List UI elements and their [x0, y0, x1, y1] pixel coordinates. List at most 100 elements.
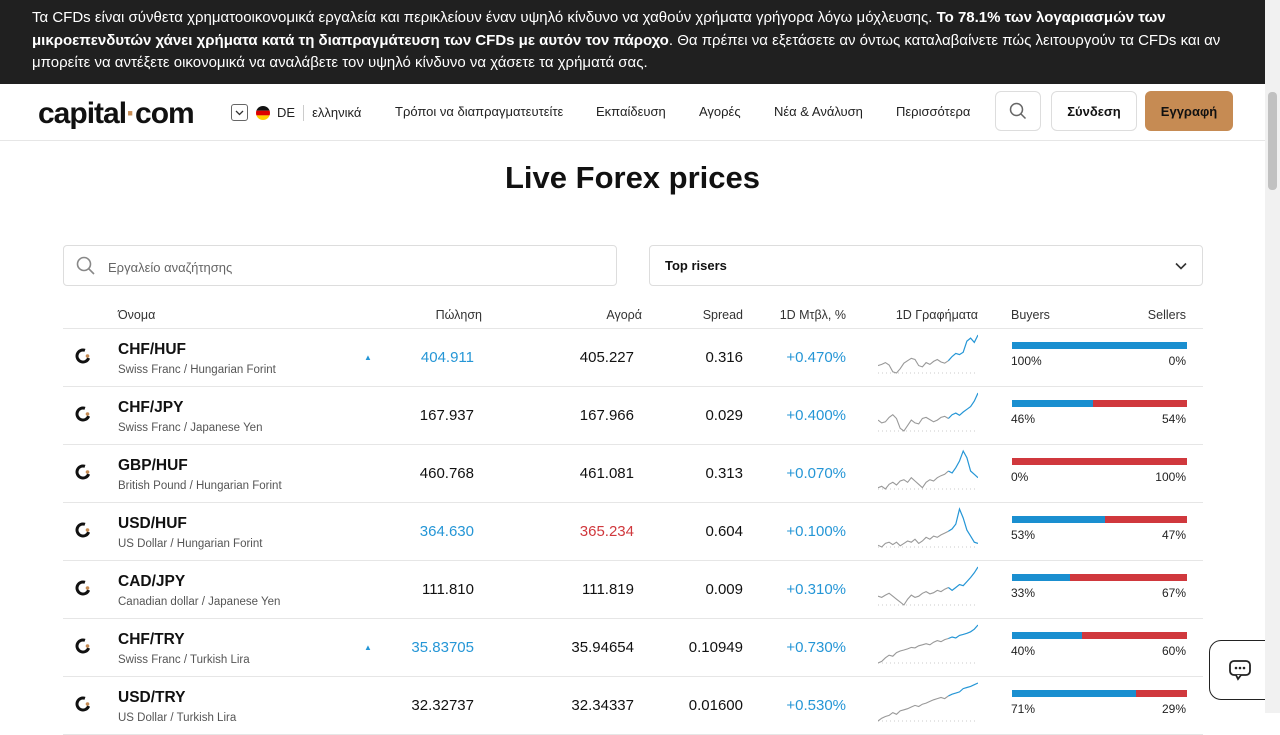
table-row[interactable]: CHF/JPY Swiss Franc / Japanese Yen 167.937… — [63, 386, 1203, 444]
spread-value: 0.316 — [705, 349, 743, 366]
chat-button[interactable] — [1209, 640, 1271, 700]
col-header-name[interactable]: Όνομα — [118, 308, 156, 322]
buy-price[interactable]: 32.34337 — [571, 697, 634, 714]
nav-trading-ways[interactable]: Τρόποι να διαπραγματευτείτε — [395, 104, 564, 119]
login-button[interactable]: Σύνδεση — [1051, 91, 1137, 131]
pair-symbol[interactable]: CHF/HUF — [118, 341, 187, 358]
sparkline-chart — [878, 566, 978, 606]
nav-news-analysis[interactable]: Νέα & Ανάλυση — [774, 104, 863, 119]
table-row[interactable]: USD/TRY US Dollar / Turkish Lira 32.32737 3… — [63, 676, 1203, 734]
filter-selected-value: Top risers — [665, 258, 727, 273]
pair-symbol[interactable]: USD/TRY — [118, 689, 186, 706]
pair-symbol[interactable]: CAD/JPY — [118, 573, 186, 590]
sell-price[interactable]: 32.32737 — [411, 697, 474, 714]
sentiment-bar — [1012, 458, 1187, 465]
daily-change: +0.530% — [786, 697, 846, 714]
buyers-percent: 0% — [1011, 470, 1029, 484]
col-header-sell[interactable]: Πώληση — [435, 308, 482, 322]
header-search-button[interactable] — [995, 91, 1041, 131]
capital-instrument-icon — [75, 348, 91, 364]
instrument-search[interactable] — [63, 245, 617, 286]
capital-instrument-icon — [75, 406, 91, 422]
search-icon — [76, 256, 95, 275]
capital-instrument-icon — [75, 522, 91, 538]
chevron-down-icon — [1175, 262, 1187, 270]
sparkline-history — [878, 637, 949, 664]
buy-price[interactable]: 167.966 — [579, 407, 634, 424]
row-divider — [63, 386, 1203, 387]
spread-value: 0.604 — [705, 523, 743, 540]
nav-markets[interactable]: Αγορές — [699, 104, 741, 119]
buy-price[interactable]: 461.081 — [579, 465, 634, 482]
table-row[interactable]: CHF/HUF Swiss Franc / Hungarian Forint ▲ 40… — [63, 328, 1203, 386]
sparkline-recent — [948, 566, 978, 592]
buyers-percent: 40% — [1011, 644, 1036, 658]
page-scrollbar[interactable] — [1265, 0, 1280, 713]
sellers-percent: 67% — [1161, 586, 1186, 600]
table-header-divider — [63, 328, 1203, 329]
buyers-percent: 53% — [1011, 528, 1036, 542]
col-header-change[interactable]: 1D Μτβλ, % — [779, 308, 846, 322]
daily-change: +0.310% — [786, 581, 846, 598]
page-title: Live Forex prices — [504, 160, 760, 195]
up-arrow-icon: ▲ — [364, 643, 372, 652]
buy-price[interactable]: 111.819 — [582, 581, 634, 598]
sellers-percent: 47% — [1161, 528, 1186, 542]
buy-price[interactable]: 365.234 — [579, 523, 634, 540]
daily-change: +0.400% — [786, 407, 846, 424]
pair-full-name: Canadian dollar / Japanese Yen — [118, 596, 281, 608]
row-divider — [63, 618, 1203, 619]
buyers-percent: 33% — [1011, 586, 1036, 600]
sparkline-recent — [948, 624, 978, 640]
table-row[interactable]: USD/HUF US Dollar / Hungarian Forint 364.6… — [63, 502, 1203, 560]
search-input[interactable] — [106, 255, 590, 279]
table-row[interactable]: CHF/TRY Swiss Franc / Turkish Lira ▲ 35.837… — [63, 618, 1203, 676]
capital-instrument-icon — [75, 696, 91, 712]
sparkline-history — [878, 695, 949, 722]
col-header-buy[interactable]: Αγορά — [606, 308, 642, 322]
chevron-down-icon — [231, 104, 248, 121]
sell-price[interactable]: 167.937 — [419, 407, 474, 424]
filter-dropdown[interactable]: Top risers — [649, 245, 1203, 286]
buyers-percent: 71% — [1011, 702, 1036, 716]
sparkline-chart — [878, 682, 978, 722]
sparkline-recent — [947, 334, 978, 362]
sellers-percent: 100% — [1155, 470, 1186, 484]
table-row[interactable]: GBP/HUF British Pound / Hungarian Forint 4… — [63, 444, 1203, 502]
sell-price[interactable]: 364.630 — [419, 523, 474, 540]
pair-full-name: Swiss Franc / Japanese Yen — [118, 422, 263, 434]
col-header-sellers: Sellers — [1147, 308, 1186, 322]
daily-change: +0.100% — [786, 523, 846, 540]
table-row[interactable]: CAD/JPY Canadian dollar / Japanese Yen 111… — [63, 560, 1203, 618]
language-selector[interactable]: DE ελληνικά — [231, 104, 361, 121]
sparkline-history — [878, 530, 949, 548]
pair-symbol[interactable]: USD/HUF — [118, 515, 187, 532]
buy-price[interactable]: 405.227 — [579, 349, 634, 366]
buy-price[interactable]: 35.94654 — [571, 639, 634, 656]
nav-more[interactable]: Περισσότερα — [896, 104, 971, 119]
buyers-fill — [1012, 632, 1082, 639]
buyers-fill — [1012, 574, 1070, 581]
sparkline-recent — [947, 392, 978, 419]
sell-price[interactable]: 35.83705 — [411, 639, 474, 656]
col-header-spread[interactable]: Spread — [702, 308, 743, 322]
spread-value: 0.10949 — [688, 639, 743, 656]
capital-logo[interactable]: capital·com — [38, 97, 195, 131]
sparkline-chart — [878, 334, 978, 374]
spread-value: 0.009 — [705, 581, 743, 598]
sell-price[interactable]: 111.810 — [422, 581, 474, 598]
nav-education[interactable]: Εκπαίδευση — [596, 104, 666, 119]
pair-symbol[interactable]: CHF/TRY — [118, 631, 185, 648]
logo-text-left: capital — [38, 97, 127, 130]
row-divider — [63, 502, 1203, 503]
spread-value: 0.01600 — [688, 697, 743, 714]
sparkline-chart — [878, 392, 978, 432]
scrollbar-thumb[interactable] — [1268, 92, 1277, 190]
germany-flag-icon — [256, 105, 270, 120]
capital-instrument-icon — [75, 638, 91, 654]
signup-button[interactable]: Εγγραφή — [1145, 91, 1233, 131]
pair-symbol[interactable]: CHF/JPY — [118, 399, 184, 416]
sell-price[interactable]: 404.911 — [420, 349, 474, 366]
sell-price[interactable]: 460.768 — [419, 465, 474, 482]
pair-symbol[interactable]: GBP/HUF — [118, 457, 188, 474]
